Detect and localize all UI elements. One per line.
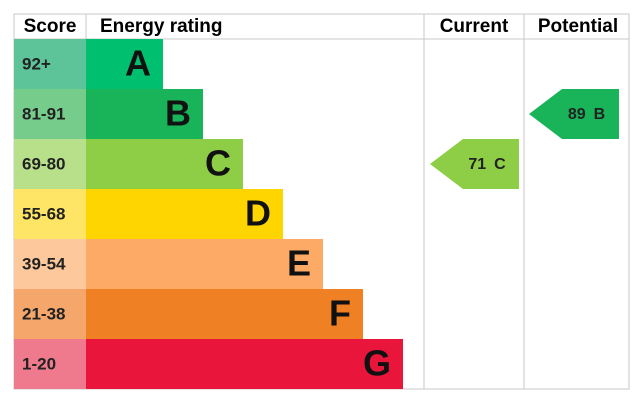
rating-letter: G (363, 343, 391, 384)
potential-value: 89 (568, 106, 586, 123)
score-cell (14, 239, 86, 289)
rating-letter: E (287, 243, 311, 284)
score-cell (14, 139, 86, 189)
rating-letter: A (125, 43, 151, 84)
potential-arrow (529, 89, 619, 139)
current-label: 71 C (468, 156, 506, 173)
rating-letter: B (165, 93, 191, 134)
score-label: 92+ (22, 54, 51, 73)
potential-letter: B (594, 106, 606, 123)
score-cell (14, 39, 86, 89)
score-label: 81-91 (22, 104, 65, 123)
score-label: 1-20 (22, 354, 56, 373)
rating-bar (86, 289, 363, 339)
score-cell (14, 289, 86, 339)
score-label: 55-68 (22, 204, 65, 223)
rating-bar (86, 189, 283, 239)
score-cell (14, 189, 86, 239)
rating-bar (86, 239, 323, 289)
rating-bar (86, 139, 243, 189)
header-score: Score (24, 16, 77, 37)
rating-letter: C (205, 143, 231, 184)
score-cell (14, 89, 86, 139)
current-arrow (430, 139, 519, 189)
header-potential: Potential (538, 16, 618, 37)
header-rating: Energy rating (100, 16, 222, 37)
rating-bar (86, 39, 163, 89)
score-label: 21-38 (22, 304, 65, 323)
current-letter: C (494, 156, 506, 173)
rating-letter: D (245, 193, 271, 234)
score-label: 69-80 (22, 154, 65, 173)
score-cell (14, 339, 86, 389)
rating-letter: F (329, 293, 351, 334)
rating-bar (86, 89, 203, 139)
header-current: Current (440, 16, 509, 37)
potential-label: 89 B (568, 106, 605, 123)
rating-bar (86, 339, 403, 389)
score-label: 39-54 (22, 254, 66, 273)
current-value: 71 (468, 156, 486, 173)
